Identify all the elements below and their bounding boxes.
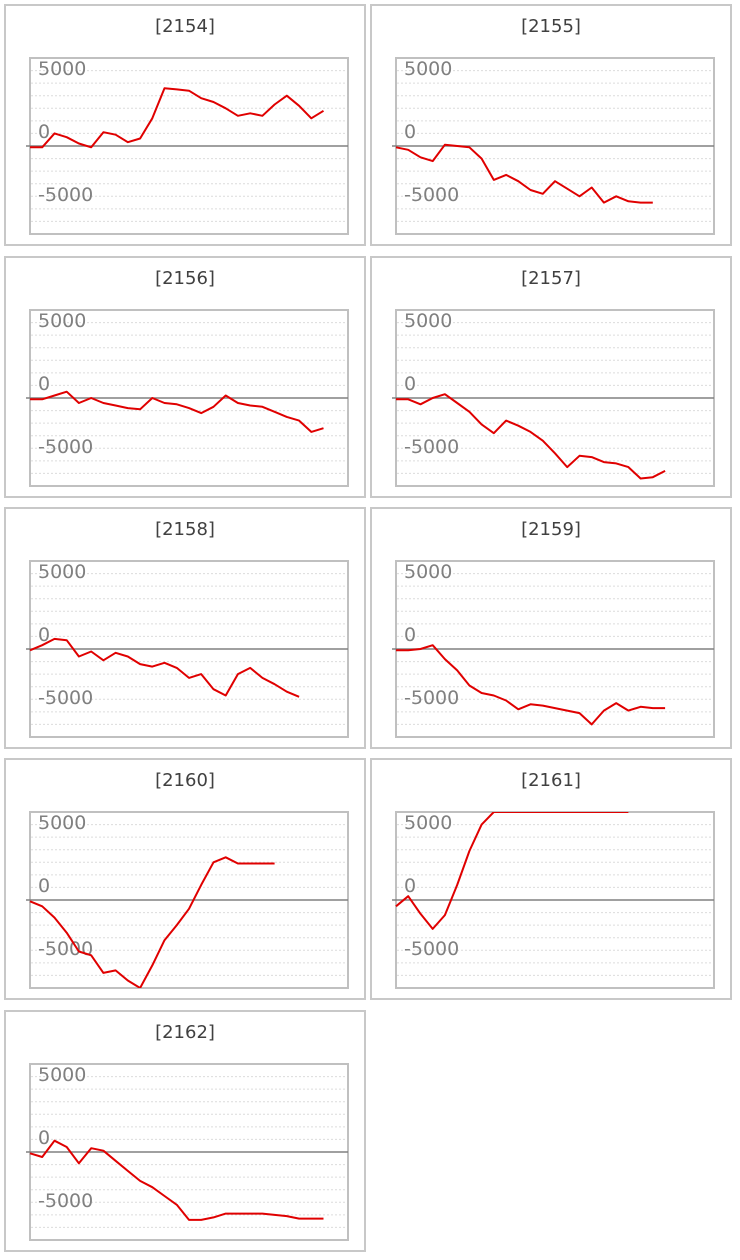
chart-title: [2161] <box>521 770 581 791</box>
series-line <box>30 87 325 149</box>
chart-svg: 5000 0 -5000 <box>392 811 715 989</box>
y-tick-label: 0 <box>404 624 416 646</box>
y-tick-label: 5000 <box>38 1064 86 1086</box>
chart-svg: 5000 0 -5000 <box>26 309 349 487</box>
chart-panel: [2161] 5000 0 -5000 <box>370 758 732 1000</box>
y-tick-label: -5000 <box>404 436 459 458</box>
chart-panel: [2159] 5000 0 -5000 <box>370 507 732 749</box>
series-line <box>396 393 666 480</box>
y-tick-label: -5000 <box>38 938 93 960</box>
chart-title: [2156] <box>155 268 215 289</box>
chart-title: [2162] <box>155 1022 215 1043</box>
series-line <box>29 1139 324 1221</box>
chart-panel: [2160] 5000 0 -5000 <box>4 758 366 1000</box>
chart-title: [2158] <box>155 519 215 540</box>
chart-title: [2155] <box>521 16 581 37</box>
y-tick-label: -5000 <box>38 184 93 206</box>
series-line <box>396 644 666 726</box>
y-tick-label: -5000 <box>38 687 93 709</box>
y-tick-label: -5000 <box>38 436 93 458</box>
y-tick-label: 5000 <box>404 812 452 834</box>
y-tick-label: 0 <box>404 875 416 897</box>
chart-title: [2160] <box>155 770 215 791</box>
chart-svg: 5000 0 -5000 <box>392 560 715 738</box>
chart-panel: [2155] 5000 0 -5000 <box>370 4 732 246</box>
y-tick-label: -5000 <box>404 184 459 206</box>
chart-svg: 5000 0 -5000 <box>26 811 349 989</box>
y-tick-label: 5000 <box>404 310 452 332</box>
chart-panel: [2156] 5000 0 -5000 <box>4 256 366 498</box>
chart-svg: 5000 0 -5000 <box>26 560 349 738</box>
y-tick-label: 0 <box>38 875 50 897</box>
series-line <box>29 856 275 988</box>
y-tick-label: 0 <box>38 121 50 143</box>
y-tick-label: -5000 <box>404 938 459 960</box>
y-tick-label: -5000 <box>38 1190 93 1212</box>
chart-panel: [2162] 5000 0 -5000 <box>4 1010 366 1252</box>
chart-panel: [2157] 5000 0 -5000 <box>370 256 732 498</box>
chart-svg: 5000 0 -5000 <box>26 1063 349 1241</box>
chart-title: [2157] <box>521 268 581 289</box>
y-tick-label: 5000 <box>38 58 86 80</box>
y-tick-label: 5000 <box>38 310 86 332</box>
chart-svg: 5000 0 -5000 <box>392 309 715 487</box>
series-line <box>395 812 629 930</box>
y-tick-label: -5000 <box>404 687 459 709</box>
y-tick-label: 0 <box>404 373 416 395</box>
y-tick-label: 0 <box>404 121 416 143</box>
series-line <box>29 637 300 698</box>
chart-panel: [2158] 5000 0 -5000 <box>4 507 366 749</box>
y-tick-label: 0 <box>38 1127 50 1149</box>
chart-panel: [2154] 5000 0 -5000 <box>4 4 366 246</box>
series-line <box>30 390 324 433</box>
series-line <box>395 143 653 204</box>
chart-svg: 5000 0 -5000 <box>392 57 715 235</box>
y-tick-label: 0 <box>38 624 50 646</box>
y-tick-label: 5000 <box>38 812 86 834</box>
chart-title: [2154] <box>155 16 215 37</box>
y-tick-label: 5000 <box>404 58 452 80</box>
chart-svg: 5000 0 -5000 <box>26 57 349 235</box>
y-tick-label: 5000 <box>38 561 86 583</box>
chart-title: [2159] <box>521 519 581 540</box>
y-tick-label: 5000 <box>404 561 452 583</box>
y-tick-label: 0 <box>38 373 50 395</box>
